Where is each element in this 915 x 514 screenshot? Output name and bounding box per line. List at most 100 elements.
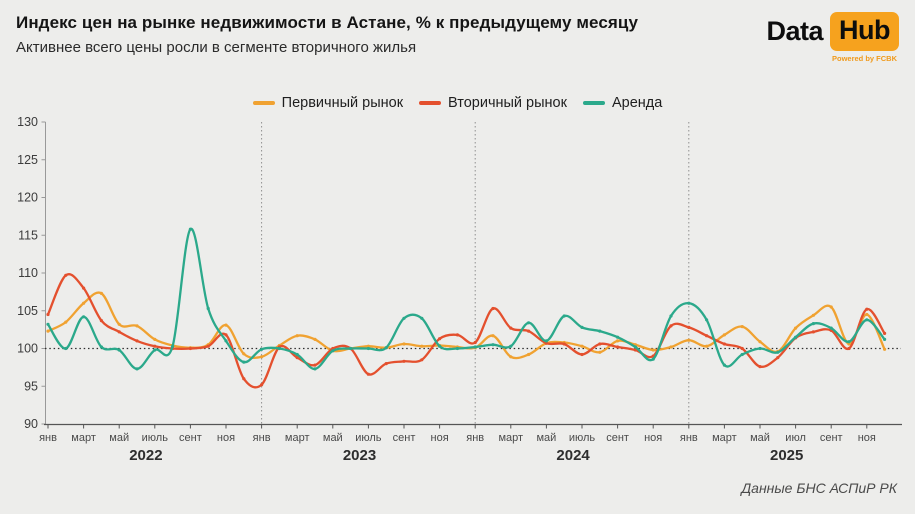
data-point-marker (794, 335, 798, 339)
data-point-marker (705, 334, 709, 338)
data-point-marker (402, 342, 406, 346)
axis-label: март (71, 432, 96, 444)
data-point-marker (117, 322, 121, 326)
series-line-1 (46, 273, 886, 389)
axis-label: июль (142, 432, 169, 444)
axis-label: 2023 (343, 447, 376, 464)
data-point-marker (224, 333, 228, 337)
legend-item-1: Вторичный рынок (419, 95, 567, 111)
data-point-marker (224, 339, 228, 343)
legend-label: Аренда (611, 95, 663, 111)
axis-label: март (285, 432, 310, 444)
data-point-marker (242, 352, 246, 356)
data-point-marker (366, 344, 370, 348)
data-point-marker (811, 313, 816, 317)
data-point-marker (598, 329, 602, 333)
data-point-marker (402, 316, 406, 320)
data-point-marker (473, 345, 477, 349)
axis-label: ноя (858, 432, 876, 444)
data-point-marker (260, 355, 264, 359)
axis-label: июль (355, 432, 382, 444)
data-point-marker (188, 227, 192, 231)
data-point-marker (117, 348, 121, 352)
axis-label: янв (39, 432, 57, 444)
data-point-marker (829, 305, 833, 309)
datahub-logo: Data Hub Powered by FCBK (766, 12, 899, 63)
data-point-marker (135, 339, 139, 343)
data-point-marker (313, 367, 317, 371)
axis-label: ноя (431, 432, 449, 444)
data-point-marker (99, 345, 103, 349)
legend-item-2: Аренда (582, 95, 663, 111)
data-point-marker (509, 355, 513, 359)
data-point-marker (722, 342, 727, 346)
data-point-marker (117, 330, 121, 334)
data-point-marker (687, 338, 691, 342)
data-point-marker (153, 344, 157, 348)
data-point-marker (776, 350, 780, 354)
logo-powered-by: Powered by FCBK (831, 54, 897, 63)
data-point-marker (402, 359, 406, 363)
axis-label: 2022 (129, 447, 162, 464)
axis-label: 95 (24, 379, 38, 393)
data-point-marker (384, 346, 388, 350)
axis-label: 2024 (556, 447, 590, 464)
data-point-marker (740, 352, 744, 357)
data-point-marker (722, 363, 727, 367)
data-point-marker (153, 337, 157, 341)
data-point-marker (46, 329, 50, 333)
data-point-marker (527, 352, 531, 357)
axis-label: июль (569, 432, 596, 444)
axis-label: 125 (17, 153, 38, 167)
data-point-marker (206, 306, 210, 311)
data-point-marker (473, 340, 477, 345)
axis-label: ноя (644, 432, 662, 444)
axis-label: март (712, 432, 737, 444)
legend-label: Первичный рынок (281, 95, 404, 111)
data-point-marker (847, 346, 851, 351)
data-point-marker (562, 342, 566, 346)
data-point-marker (366, 346, 370, 351)
data-point-marker (349, 346, 353, 351)
data-point-marker (188, 346, 192, 351)
data-point-marker (847, 340, 851, 344)
axis-label: 110 (18, 266, 38, 280)
data-point-marker (99, 291, 103, 295)
axis-label: 120 (17, 191, 38, 205)
data-point-marker (758, 340, 762, 344)
data-point-marker (82, 286, 86, 290)
data-point-marker (64, 346, 68, 351)
data-point-marker (491, 306, 495, 311)
axis-label: янв (253, 432, 271, 444)
data-point-marker (64, 320, 68, 324)
axis-label: сент (393, 432, 416, 444)
data-point-marker (687, 301, 691, 305)
data-point-marker (420, 344, 424, 348)
data-point-marker (206, 344, 210, 348)
data-point-marker (740, 325, 744, 329)
legend-swatch-icon (419, 101, 442, 105)
axis-label: март (498, 432, 523, 444)
data-point-marker (491, 334, 495, 338)
data-point-marker (224, 323, 228, 327)
data-point-marker (331, 349, 335, 353)
data-point-marker (616, 339, 620, 343)
legend-label: Вторичный рынок (448, 95, 567, 111)
data-point-marker (438, 344, 442, 348)
data-point-marker (633, 345, 638, 349)
data-point-marker (669, 324, 673, 328)
data-point-marker (865, 307, 869, 311)
data-point-marker (277, 346, 281, 351)
data-point-marker (758, 346, 762, 351)
data-source-caption: Данные БНС АСПиР РК (741, 480, 897, 496)
axis-label: 100 (17, 342, 38, 356)
data-point-marker (616, 335, 620, 339)
data-point-marker (438, 337, 442, 341)
axis-label: сент (606, 432, 629, 444)
axis-label: сент (179, 432, 202, 444)
data-point-marker (705, 318, 709, 322)
chart-subtitle: Активнее всего цены росли в сегменте вто… (16, 39, 417, 56)
data-point-marker (722, 333, 727, 337)
data-point-marker (46, 312, 50, 317)
